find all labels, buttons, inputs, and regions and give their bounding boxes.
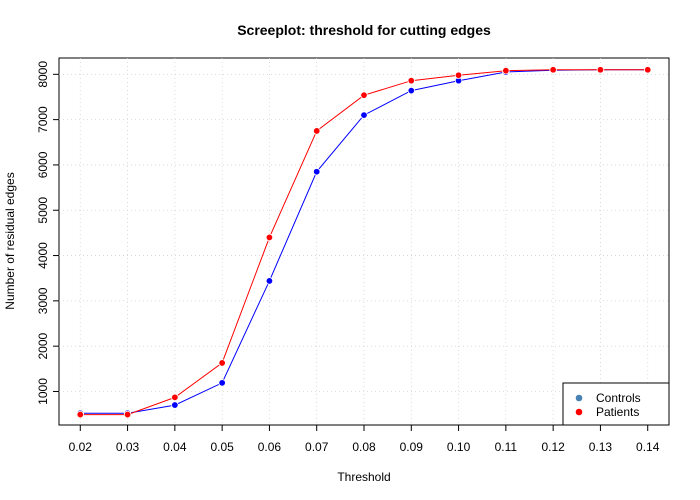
data-point — [313, 127, 321, 135]
x-tick-label: 0.08 — [352, 440, 376, 454]
y-tick-label: 4000 — [36, 242, 50, 269]
data-point — [76, 410, 84, 419]
data-point — [502, 66, 510, 75]
grid — [59, 58, 669, 425]
data-point — [218, 359, 226, 367]
x-tick-label: 0.07 — [305, 440, 329, 454]
x-tick-label: 0.14 — [636, 440, 660, 454]
series-patients — [76, 66, 652, 419]
data-point — [265, 277, 274, 285]
data-point — [313, 168, 321, 176]
data-point — [454, 71, 463, 79]
legend-label: Patients — [596, 405, 639, 419]
data-point — [407, 76, 415, 85]
x-tick-label: 0.09 — [400, 440, 424, 454]
y-tick-label: 5000 — [36, 197, 50, 224]
series-line — [80, 69, 648, 414]
data-point — [360, 111, 368, 119]
y-axis: 1000 2000 3000 4000 5000 6000 7000 8000 — [36, 61, 59, 405]
data-point — [218, 379, 226, 387]
data-point — [407, 86, 415, 95]
x-tick-label: 0.04 — [163, 440, 187, 454]
y-tick-label: 3000 — [36, 287, 50, 314]
x-tick-label: 0.03 — [116, 440, 140, 454]
x-tick-label: 0.13 — [589, 440, 613, 454]
y-axis-label: Number of residual edges — [3, 172, 17, 309]
x-tick-label: 0.06 — [258, 440, 282, 454]
y-tick-label: 8000 — [36, 61, 50, 88]
y-tick-label: 1000 — [36, 378, 50, 405]
x-tick-label: 0.12 — [541, 440, 565, 454]
x-tick-label: 0.11 — [495, 440, 518, 454]
data-point — [644, 66, 652, 74]
data-point — [123, 410, 132, 419]
x-tick-label: 0.02 — [69, 440, 93, 454]
series-layer — [76, 66, 652, 419]
legend-box — [562, 382, 670, 426]
legend-marker — [575, 394, 583, 402]
chart-title: Screeplot: threshold for cutting edges — [237, 22, 491, 38]
y-tick-label: 6000 — [36, 151, 50, 178]
x-tick-label: 0.10 — [447, 440, 471, 454]
data-point — [171, 393, 179, 402]
legend-label: Controls — [596, 391, 641, 405]
x-axis-label: Threshold — [337, 470, 390, 484]
data-point — [171, 401, 179, 409]
legend-marker — [575, 408, 583, 416]
y-tick-label: 2000 — [36, 332, 50, 359]
x-tick-label: 0.05 — [210, 440, 234, 454]
data-point — [265, 233, 274, 242]
data-point — [596, 66, 605, 74]
x-axis: 0.02 0.03 0.04 0.05 0.06 0.07 0.08 0.09 0.10 0.11… — [69, 425, 660, 454]
y-tick-label: 7000 — [36, 106, 50, 133]
data-point — [360, 91, 368, 99]
data-point — [549, 66, 557, 74]
